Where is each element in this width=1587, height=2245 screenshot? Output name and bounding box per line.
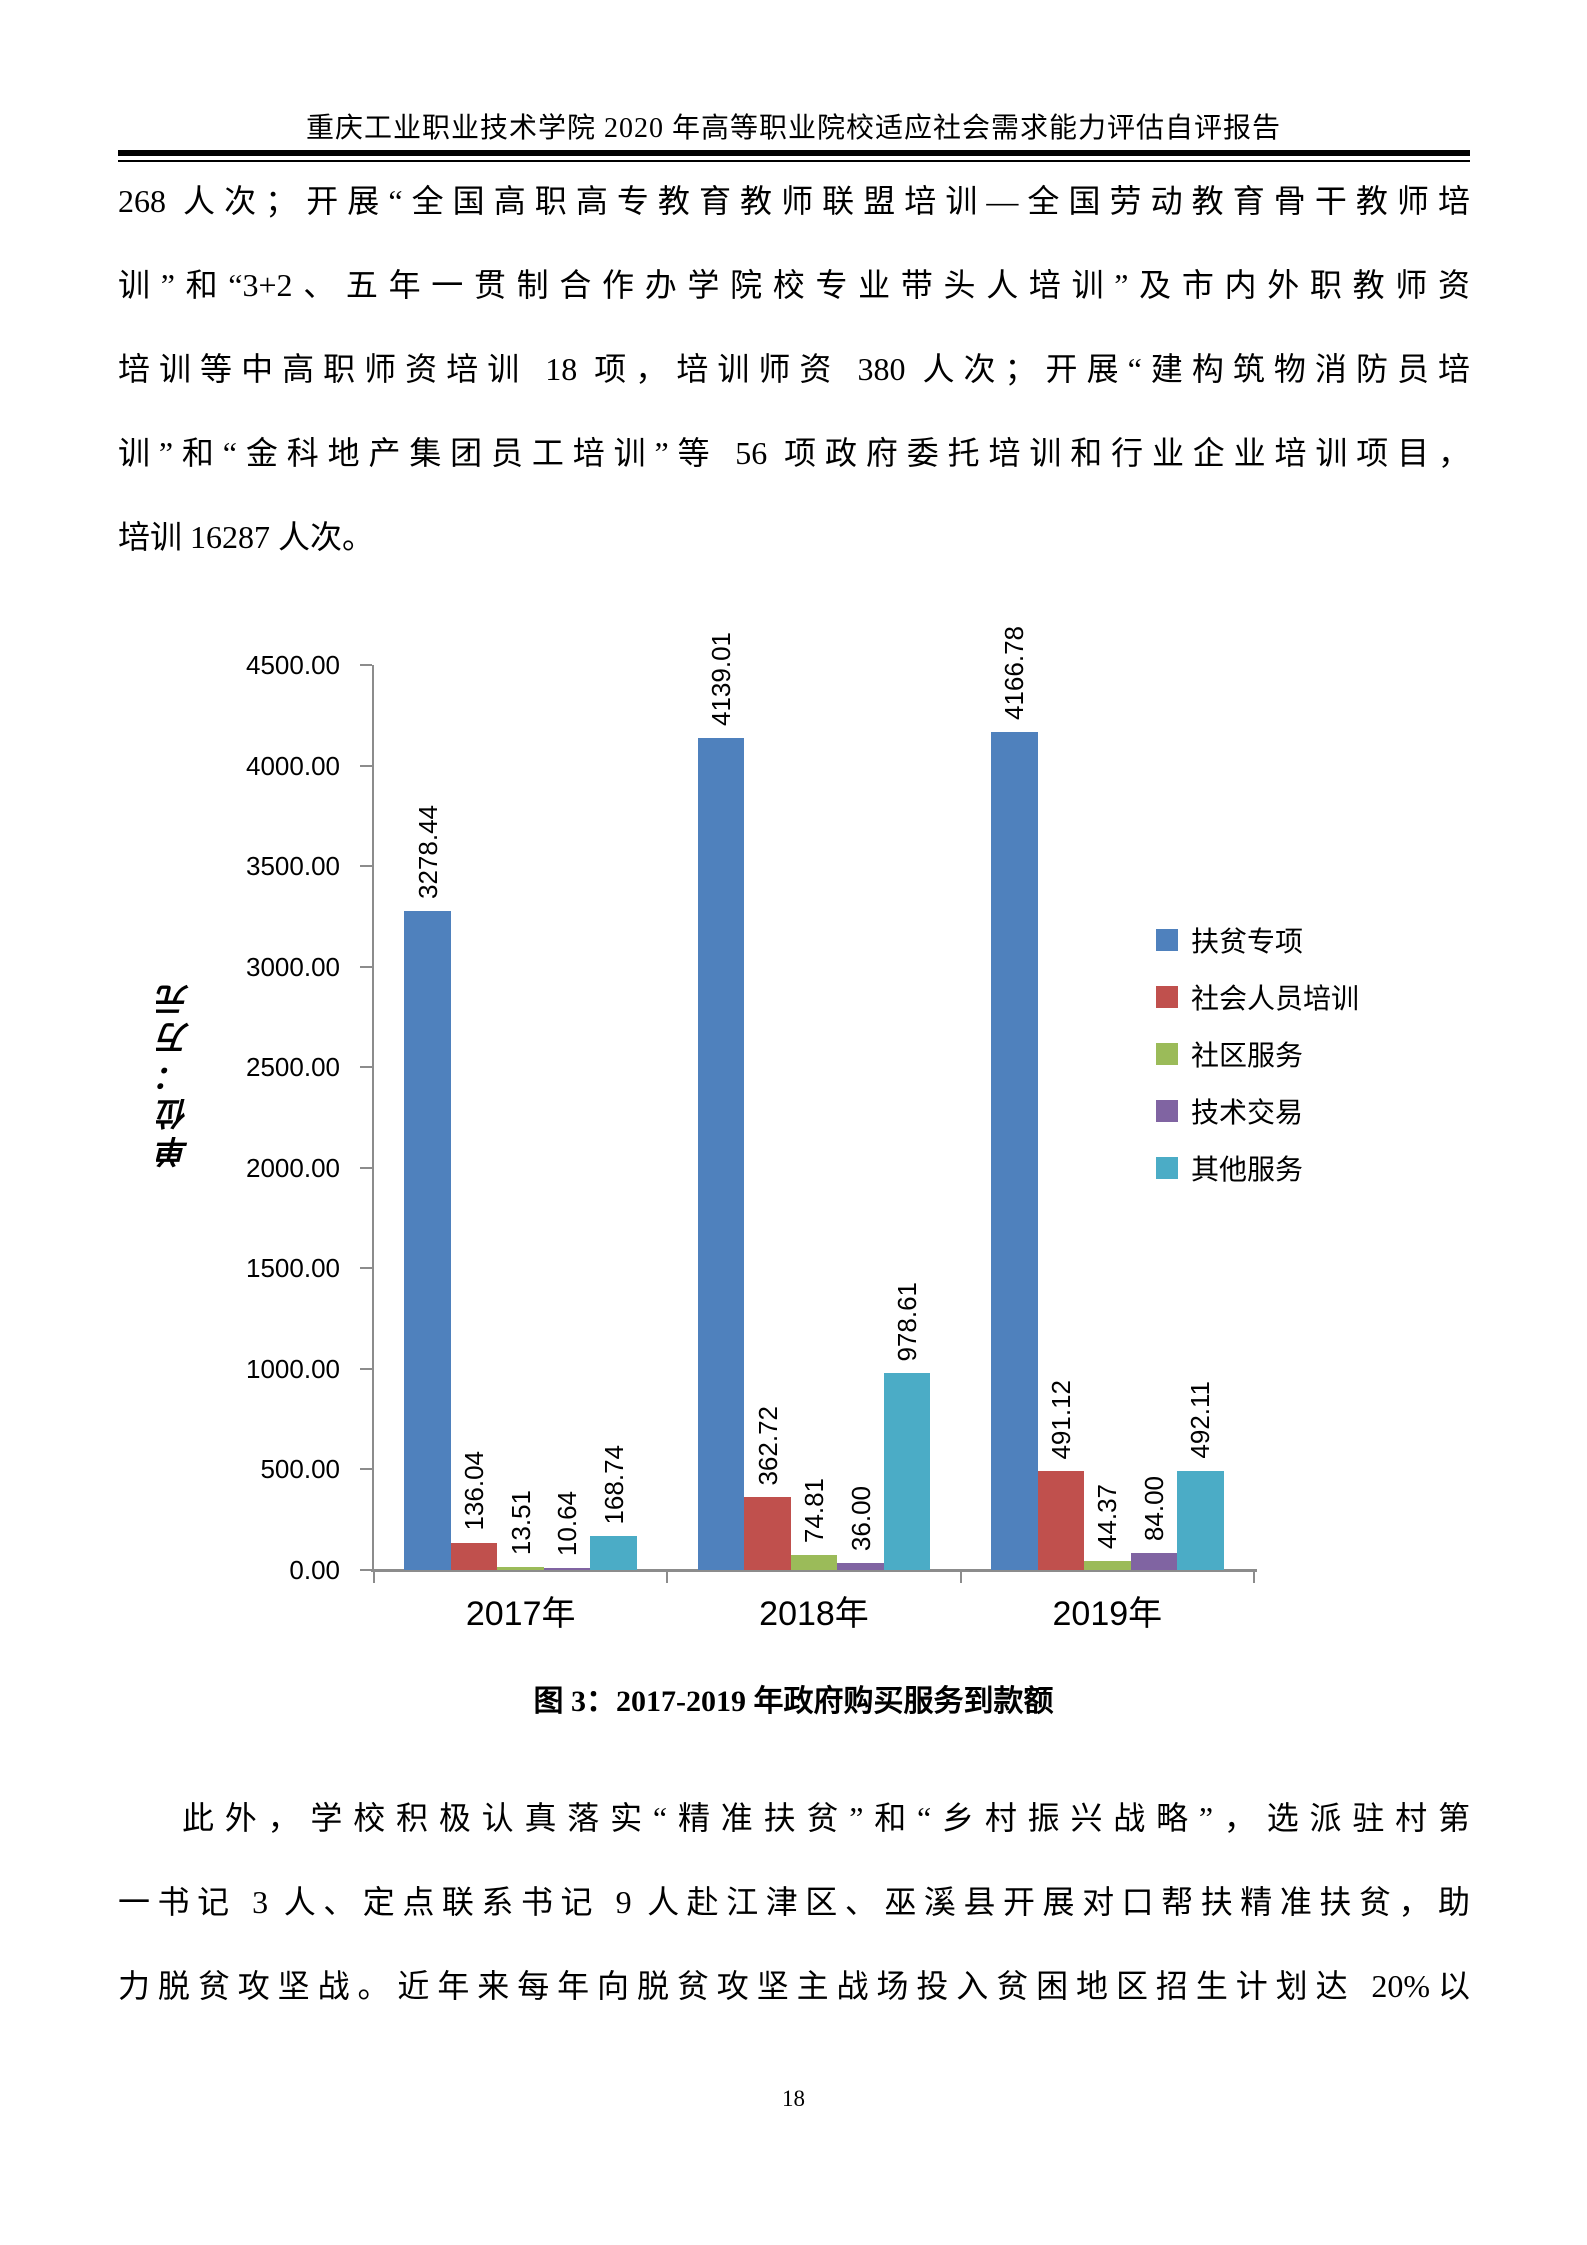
x-tick-mark [959,1572,962,1583]
y-tick-label: 2000.00 [246,1152,340,1183]
paragraph-training-stats: 268 人次；开展“全国高职高专教育教师联盟培训—全国劳动教育骨干教师培 训”和… [118,159,1470,579]
legend-swatch [1156,986,1178,1008]
bar-社会人员培训-2019年 [1037,1471,1085,1570]
y-tick-label: 2500.00 [246,1052,340,1083]
text-line: 培训等中高职师资培训 18 项，培训师资 380 人次；开展“建构筑物消防员培 [118,351,1470,387]
bar-value-label: 74.81 [799,1477,829,1543]
y-tick-mark [360,965,372,968]
y-tick-mark [360,664,372,666]
x-tick-mark [1253,1572,1255,1583]
chart-legend: 扶贫专项社会人员培训 社区服务技术交易其他服务 [1156,920,1359,1205]
figure3-bar-chart: 单位：万元 0.00 500.00 1000.00 1500.00 2000.00 250… [140,620,1470,1670]
legend-item-扶贫专项: 扶贫专项 [1156,920,1359,960]
bar-社区服务-2019年 [1084,1561,1131,1570]
y-tick-mark [360,865,372,868]
legend-swatch [1156,1157,1178,1179]
header-rule-thin [118,160,1470,162]
y-tick-label: 1500.00 [246,1253,340,1284]
text-line: 训”和“金科地产集团员工培训”等 56 项政府委托培训和行业企业培训项目， [118,435,1470,471]
bar-value-label: 3278.44 [412,804,443,899]
y-tick-label: 0.00 [289,1555,340,1585]
x-tick-mark [666,1572,669,1583]
text-line: 一书记 3 人、定点联系书记 9 人赴江津区、巫溪县开展对口帮扶精准扶贫，助 [118,1884,1470,1920]
bar-社区服务-2018年 [790,1554,838,1570]
text-line: 培训 16287 人次。 [118,519,375,555]
x-axis-line [371,1569,1257,1572]
legend-swatch [1156,1043,1178,1065]
page-header-title: 重庆工业职业技术学院 2020 年高等职业院校适应社会需求能力评估自评报告 [305,113,1281,144]
text-line: 此外，学校积极认真落实“精准扶贫”和“乡村振兴战略”，选派驻村第 [182,1800,1470,1836]
legend-label: 技术交易 [1191,1098,1304,1129]
bar-value-label: 362.72 [752,1405,783,1486]
bar-扶贫专项-2019年 [991,732,1038,1570]
legend-swatch [1156,929,1178,951]
bar-社会人员培训-2018年 [744,1497,791,1570]
x-axis-labels: 2017年 2018年 2019年 [374,1586,1254,1636]
bar-value-label: 84.00 [1138,1476,1169,1542]
y-tick-label: 4500.00 [246,650,340,680]
legend-item-其他服务: 其他服务 [1156,1148,1359,1188]
bar-value-label: 168.74 [598,1444,629,1525]
bar-value-label: 978.61 [892,1281,922,1362]
bar-value-label: 44.37 [1092,1484,1123,1550]
bar-value-label: 13.51 [505,1490,536,1556]
bar-value-label: 4139.01 [706,631,736,726]
bar-其他服务-2019年 [1177,1471,1224,1570]
y-tick-label: 500.00 [260,1454,340,1485]
bar-社区服务-2017年 [497,1567,544,1570]
text-line: 力脱贫攻坚战。近年来每年向脱贫攻坚主战场投入贫困地区招生计划达 20%以 [118,1968,1470,2004]
y-tick-mark [360,1267,372,1270]
x-category-label: 2017年 [465,1595,576,1633]
y-tick-mark [360,764,372,767]
y-tick-mark [360,1066,372,1069]
y-tick-label: 3000.00 [246,951,340,982]
legend-label: 社会人员培训 [1191,984,1360,1015]
x-category-label: 2018年 [759,1595,869,1633]
bar-技术交易-2018年 [837,1562,884,1570]
x-category-label: 2019年 [1052,1595,1163,1633]
bar-value-label: 492.11 [1185,1381,1216,1460]
bar-value-label: 36.00 [845,1485,876,1551]
plot-area: 3278.44 136.04 13.51 10.64 168.74 4139.01 362.… [374,626,1254,1570]
bar-技术交易-2017年 [543,1567,591,1570]
y-tick-label: 4000.00 [246,750,340,781]
bar-技术交易-2019年 [1130,1553,1178,1570]
y-tick-mark [360,1166,372,1169]
bar-value-label: 491.12 [1045,1379,1076,1460]
legend-label: 扶贫专项 [1191,927,1304,958]
text-line: 训”和“3+2、五年一贯制合作办学院校专业带头人培训”及市内外职教师资 [118,267,1470,303]
legend-item-社区服务: 社区服务 [1156,1034,1359,1074]
legend-item-社会人员培训: 社会人员培训 [1156,977,1359,1017]
paragraph-poverty-alleviation: 此外，学校积极认真落实“精准扶贫”和“乡村振兴战略”，选派驻村第 一书记 3 人… [118,1776,1470,2028]
y-tick-mark [360,1569,372,1571]
legend-item-技术交易: 技术交易 [1156,1091,1359,1131]
text-line: 268 人次；开展“全国高职高专教育教师联盟培训—全国劳动教育骨干教师培 [118,183,1470,219]
bar-扶贫专项-2017年 [404,910,451,1570]
bar-value-label: 4166.78 [999,626,1030,721]
bar-扶贫专项-2018年 [697,737,745,1570]
legend-label: 社区服务 [1191,1041,1304,1072]
bar-value-label: 10.64 [552,1490,583,1556]
bar-value-label: 136.04 [459,1451,490,1531]
y-tick-label: 3500.00 [246,851,340,882]
legend-swatch [1156,1100,1178,1122]
y-tick-label: 1000.00 [246,1353,340,1384]
y-axis-line [372,665,374,1572]
legend-label: 其他服务 [1191,1155,1304,1186]
header-rule-thick [118,150,1470,156]
y-tick-mark [360,1468,372,1471]
bar-其他服务-2017年 [590,1536,637,1570]
bar-社会人员培训-2017年 [450,1542,498,1570]
figure-caption: 图 3：2017-2019 年政府购买服务到款额 [533,1685,1054,1718]
x-tick-mark [373,1572,375,1583]
page-number: 18 [782,2086,805,2111]
bar-其他服务-2018年 [883,1373,931,1570]
y-tick-mark [360,1367,372,1370]
